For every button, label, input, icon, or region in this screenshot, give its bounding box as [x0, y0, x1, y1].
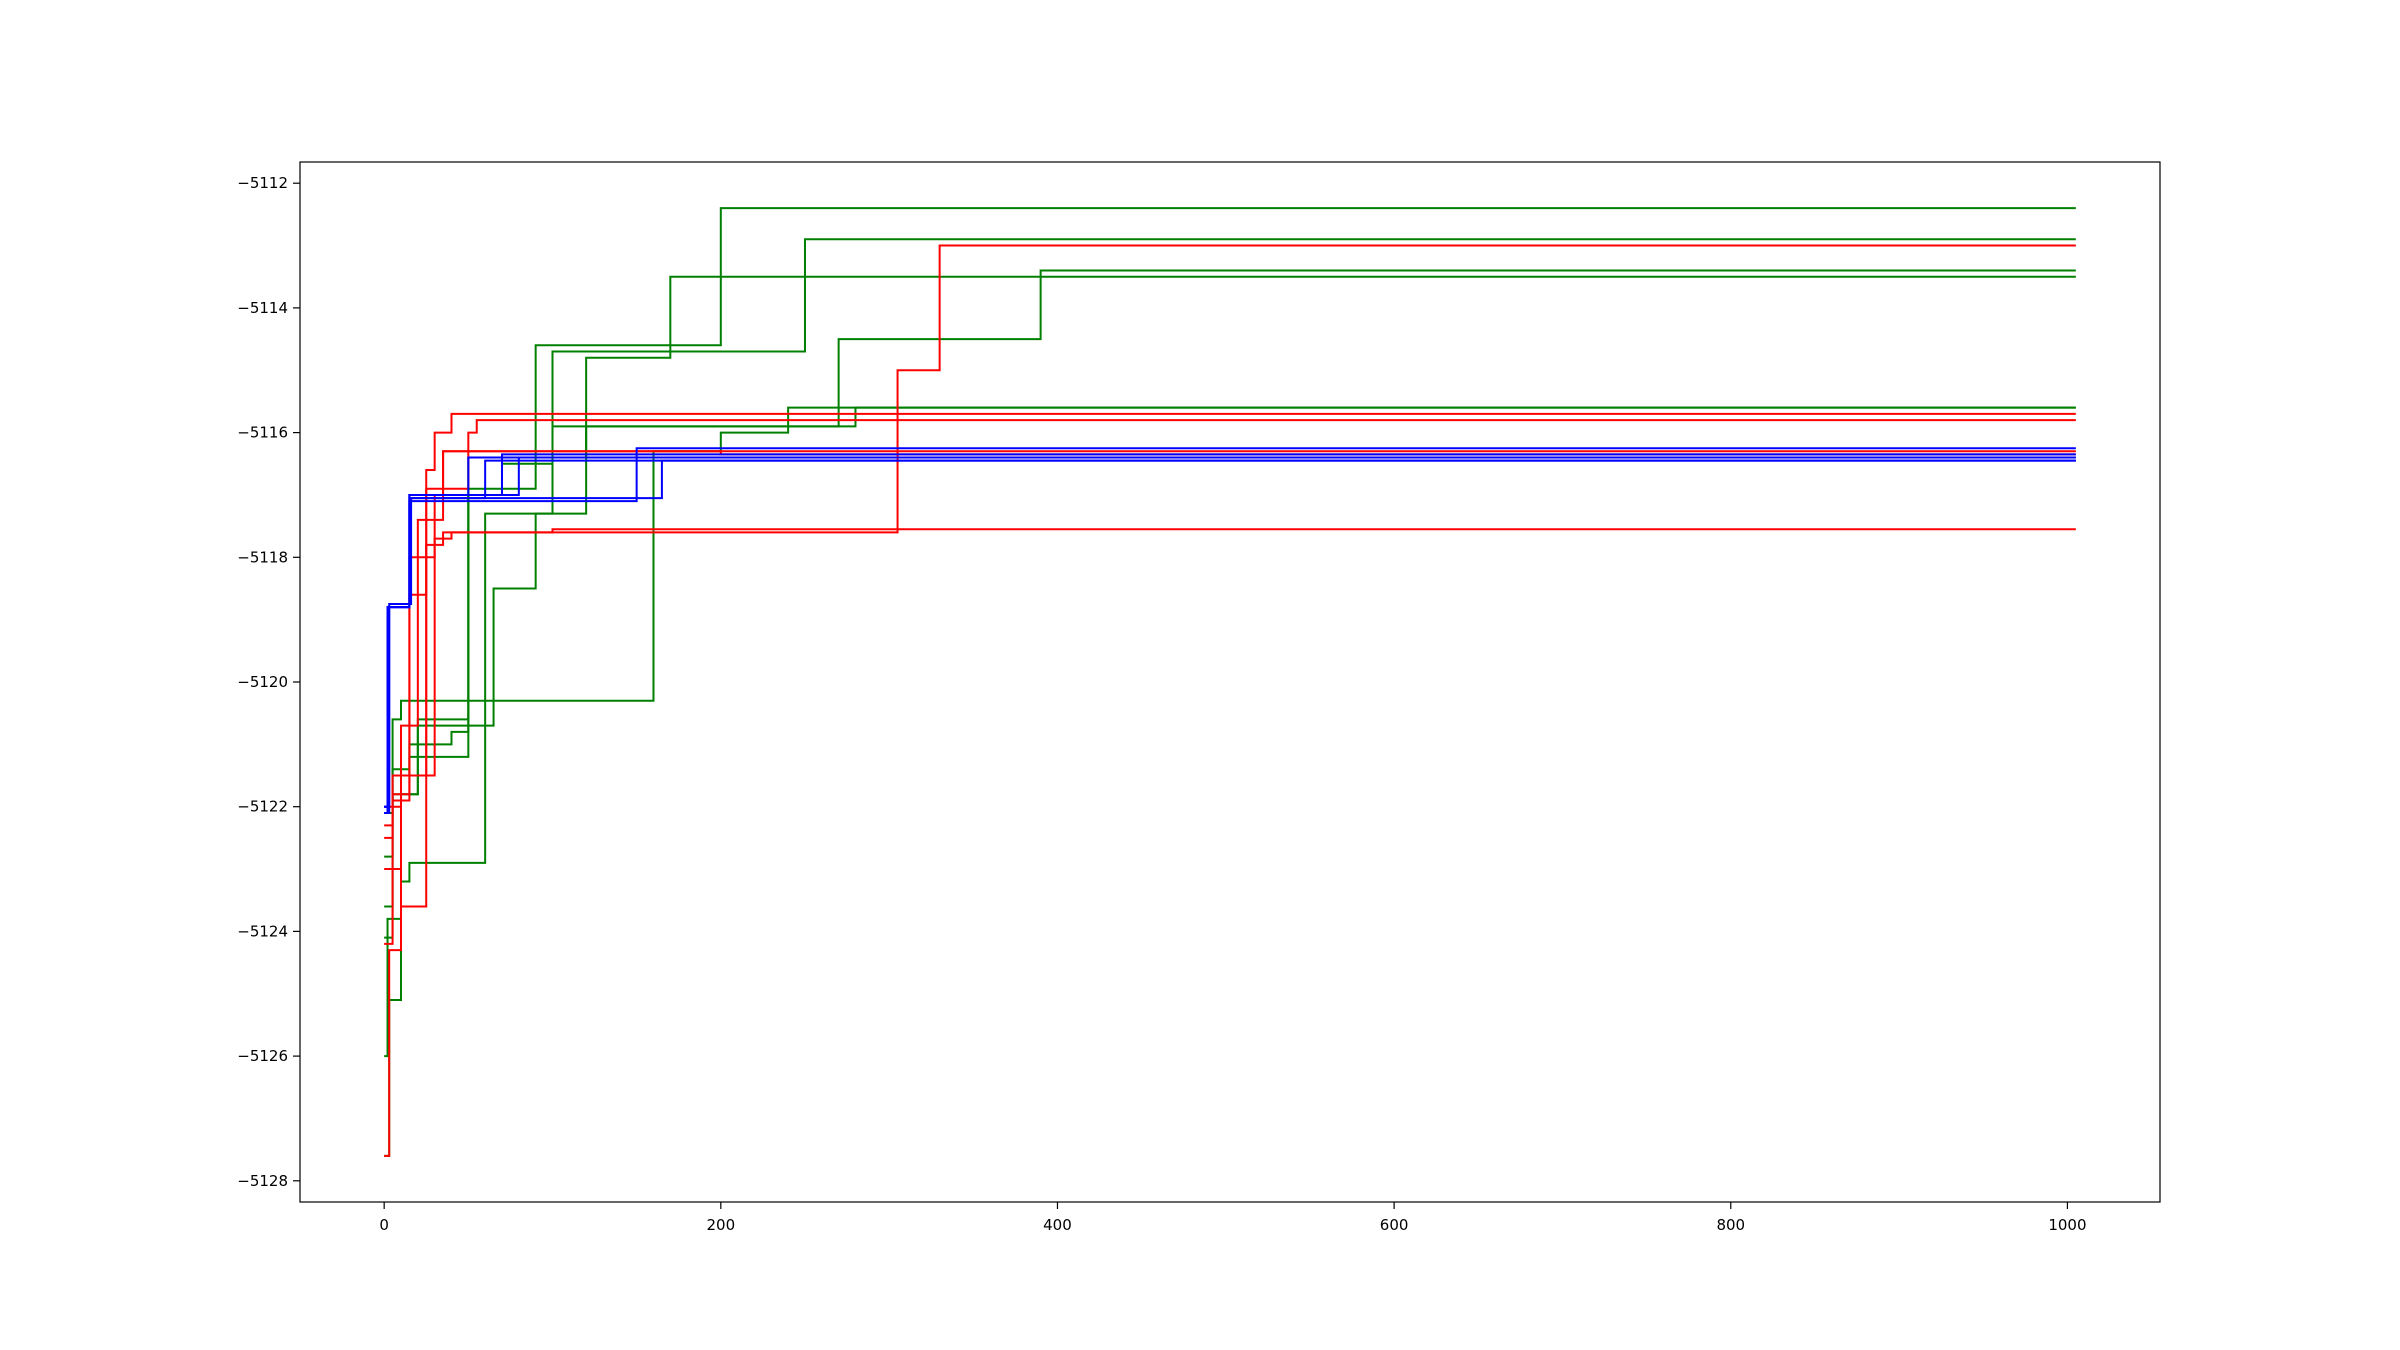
y-tick-label: −5122 — [237, 798, 288, 816]
y-tick-label: −5114 — [237, 299, 288, 317]
x-tick-label: 400 — [1043, 1216, 1072, 1234]
x-tick-label: 800 — [1716, 1216, 1745, 1234]
y-tick-label: −5116 — [237, 424, 288, 442]
series-layer — [384, 207, 2076, 1157]
y-tick-label: −5128 — [237, 1172, 288, 1190]
series-line-18 — [384, 453, 2076, 808]
series-line-2 — [384, 238, 2076, 1058]
series-line-17 — [384, 459, 2076, 814]
series-line-12 — [384, 450, 2076, 827]
x-tick-label: 1000 — [2048, 1216, 2086, 1234]
y-tick-label: −5120 — [237, 673, 288, 691]
y-tick-label: −5118 — [237, 548, 288, 566]
series-line-5 — [384, 406, 2076, 858]
x-tick-label: 600 — [1380, 1216, 1409, 1234]
y-axis: −5112 −5114 −5116 −5118 −5120 −5122 −5124 −5126… — [237, 174, 300, 1190]
x-tick-label: 200 — [706, 1216, 735, 1234]
y-tick-label: −5124 — [237, 922, 288, 940]
x-axis: 0 200 400 600 800 1000 — [379, 1202, 2087, 1234]
y-tick-label: −5126 — [237, 1047, 288, 1065]
series-line-1 — [384, 207, 2076, 1157]
x-tick-label: 0 — [379, 1216, 389, 1234]
y-tick-label: −5112 — [237, 174, 288, 192]
series-line-10 — [384, 419, 2076, 908]
plot-area — [300, 162, 2160, 1202]
